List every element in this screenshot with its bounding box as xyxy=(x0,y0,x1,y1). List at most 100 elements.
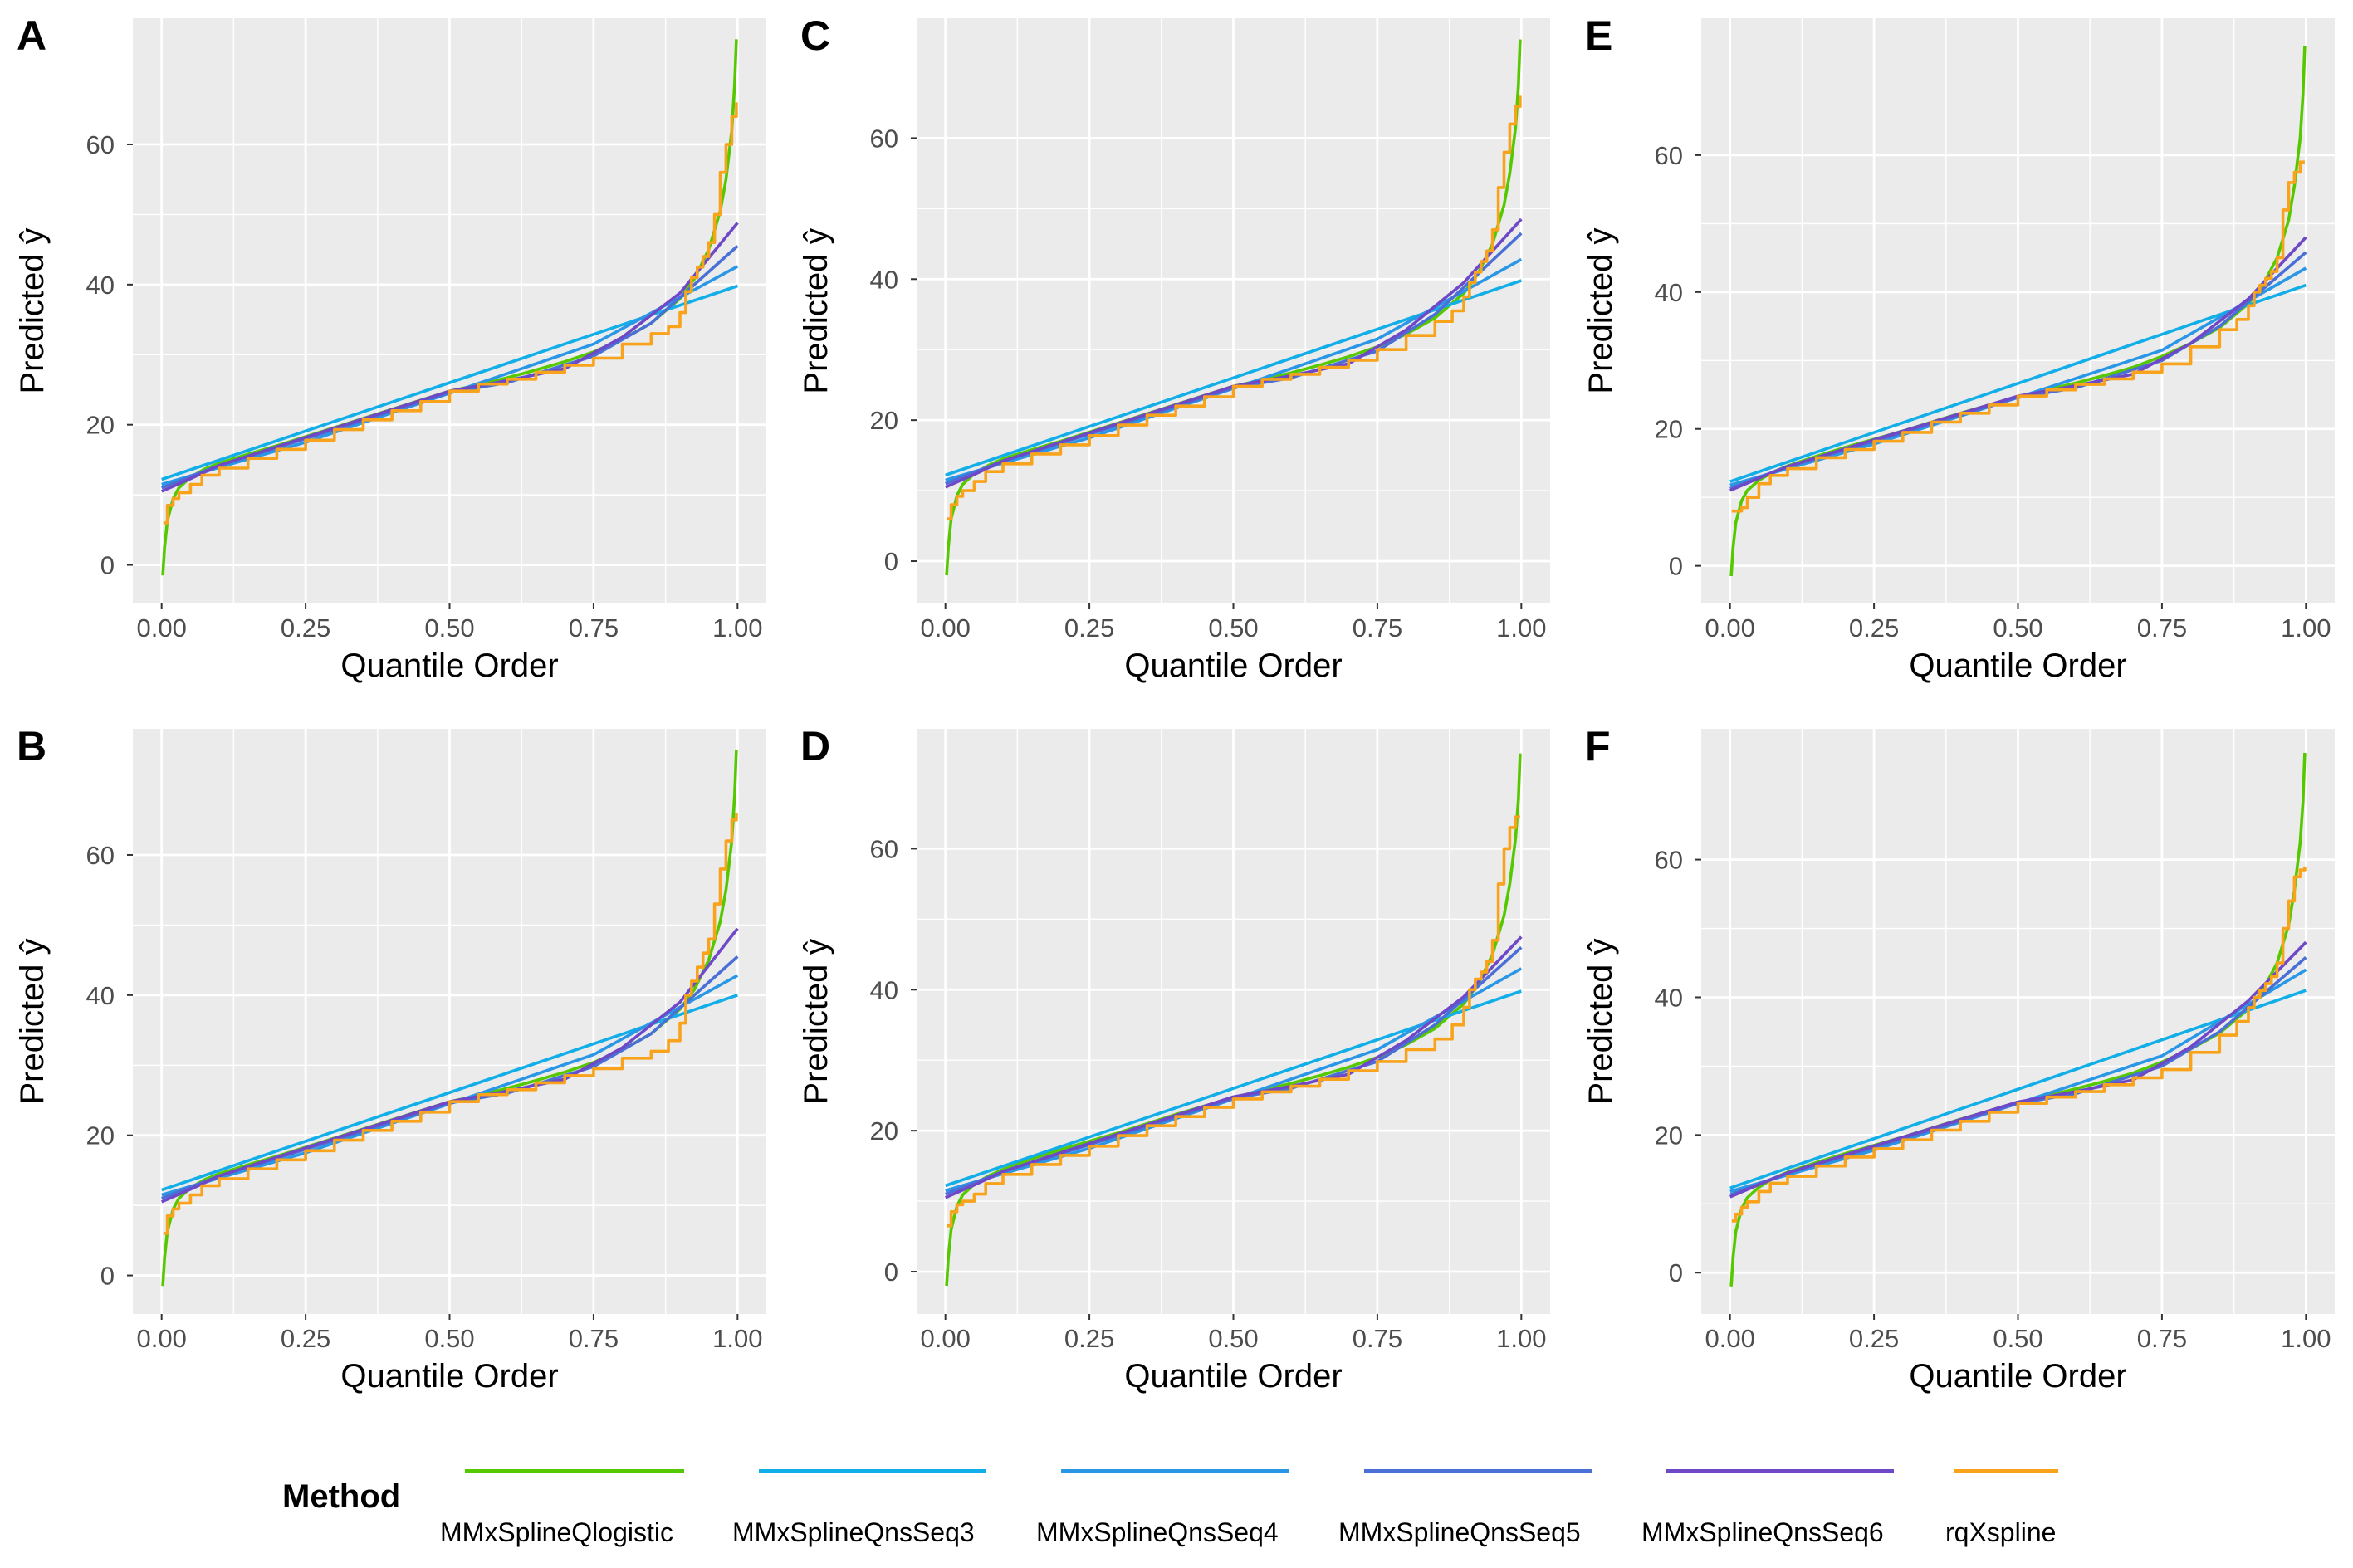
series-line-mmxsplineqnsseq3 xyxy=(1729,283,2307,483)
x-tick-label: 0.25 xyxy=(1849,1324,1899,1353)
y-tick-label: 40 xyxy=(86,271,115,300)
x-tick-label: 0.75 xyxy=(2137,613,2187,642)
y-tick-label: 0 xyxy=(1669,552,1683,581)
y-tick-label: 60 xyxy=(1655,141,1683,170)
x-tick-label: 1.00 xyxy=(2281,1324,2331,1353)
y-axis-title: Predicted ŷ xyxy=(1583,227,1619,393)
y-axis-title: Predicted ŷ xyxy=(1583,938,1619,1104)
x-axis-title: Quantile Order xyxy=(1124,647,1342,684)
legend: Method MMxSplineQlogistic MMxSplineQnsSeq3… xyxy=(282,1469,2058,1547)
legend-label: MMxSplineQnsSeq5 xyxy=(1338,1517,1581,1547)
legend-entry: MMxSplineQnsSeq5 xyxy=(1338,1469,1592,1547)
panel-c: 0.00 0.25 0.50 0.75 1.00 0 20 40 60 Quantile Orde… xyxy=(798,12,1550,684)
x-tick-label: 0.50 xyxy=(424,1324,474,1353)
legend-entry: rqXspline xyxy=(1945,1469,2058,1547)
legend-entry: MMxSplineQnsSeq4 xyxy=(1036,1469,1289,1547)
y-tick-label: 20 xyxy=(1655,415,1683,444)
y-tick-label: 20 xyxy=(86,1121,115,1150)
x-tick-label: 0.25 xyxy=(1064,1324,1114,1353)
panel-letter: F xyxy=(1585,723,1611,769)
legend-label: MMxSplineQnsSeq3 xyxy=(732,1517,975,1547)
x-axis-title: Quantile Order xyxy=(1909,1358,2126,1395)
legend-entry: MMxSplineQnsSeq6 xyxy=(1641,1469,1894,1547)
y-tick-label: 60 xyxy=(86,841,115,870)
x-tick-label: 0.00 xyxy=(921,1324,971,1353)
x-tick-label: 0.75 xyxy=(1353,1324,1402,1353)
y-tick-label: 0 xyxy=(100,1262,115,1291)
legend-label: rqXspline xyxy=(1945,1517,2056,1547)
x-tick-label: 0.25 xyxy=(281,613,330,642)
series-line-rqxspline xyxy=(1731,866,2307,1223)
panel-b: 0.00 0.25 0.50 0.75 1.00 0 20 40 60 Quantile Orde… xyxy=(14,723,766,1395)
y-tick-label: 40 xyxy=(870,265,898,294)
panel-e: 0.00 0.25 0.50 0.75 1.00 0 20 40 60 Quantile Orde… xyxy=(1583,12,2335,684)
panel-letter: A xyxy=(17,12,46,59)
legend-entry: MMxSplineQlogistic xyxy=(440,1469,684,1547)
y-tick-label: 60 xyxy=(870,124,898,153)
x-tick-label: 1.00 xyxy=(2281,613,2331,642)
series-line-rqxspline xyxy=(1731,160,2305,513)
y-tick-label: 60 xyxy=(86,130,115,159)
y-axis-title: Predicted ŷ xyxy=(14,227,51,393)
x-tick-label: 0.25 xyxy=(1064,613,1114,642)
panel-a: 0.00 0.25 0.50 0.75 1.00 0 20 40 60 Quantile Orde… xyxy=(14,12,766,684)
series-line-mmxsplineqnsseq3 xyxy=(1729,989,2307,1189)
panel-d: 0.00 0.25 0.50 0.75 1.00 0 20 40 60 Quantile Orde… xyxy=(798,723,1550,1395)
y-tick-label: 60 xyxy=(1655,846,1683,875)
y-tick-label: 0 xyxy=(884,547,898,576)
x-axis-title: Quantile Order xyxy=(1909,647,2126,684)
x-tick-label: 0.50 xyxy=(1993,613,2042,642)
y-tick-label: 40 xyxy=(1655,983,1683,1012)
legend-label: MMxSplineQnsSeq6 xyxy=(1641,1517,1884,1547)
x-tick-label: 0.00 xyxy=(1705,1324,1755,1353)
x-tick-label: 0.75 xyxy=(2137,1324,2187,1353)
x-tick-label: 0.00 xyxy=(137,1324,187,1353)
y-tick-label: 60 xyxy=(870,834,898,863)
x-axis-title: Quantile Order xyxy=(340,1358,558,1395)
legend-label: MMxSplineQlogistic xyxy=(440,1517,673,1547)
legend-title: Method xyxy=(282,1478,400,1515)
y-tick-label: 0 xyxy=(884,1258,898,1287)
x-axis-title: Quantile Order xyxy=(1124,1358,1342,1395)
legend-entry: MMxSplineQnsSeq3 xyxy=(732,1469,986,1547)
y-tick-label: 20 xyxy=(1655,1121,1683,1150)
x-tick-label: 1.00 xyxy=(1496,613,1546,642)
panel-letter: D xyxy=(800,723,830,769)
legend-label: MMxSplineQnsSeq4 xyxy=(1036,1517,1279,1547)
x-tick-label: 0.00 xyxy=(921,613,971,642)
y-axis-title: Predicted ŷ xyxy=(798,938,834,1104)
x-tick-label: 0.50 xyxy=(1208,1324,1258,1353)
series-line-rqxspline xyxy=(947,815,1520,1228)
y-axis-title: Predicted ŷ xyxy=(14,938,51,1104)
panel-letter: C xyxy=(800,12,830,59)
y-tick-label: 20 xyxy=(870,1116,898,1145)
series-line-rqxspline xyxy=(163,102,738,525)
y-tick-label: 20 xyxy=(870,406,898,435)
x-tick-label: 1.00 xyxy=(712,1324,762,1353)
y-tick-label: 40 xyxy=(86,981,115,1010)
panel-f: 0.00 0.25 0.50 0.75 1.00 0 20 40 60 Quantile Orde… xyxy=(1583,723,2335,1395)
y-tick-label: 40 xyxy=(870,975,898,1004)
y-tick-label: 40 xyxy=(1655,278,1683,307)
series-line-rqxspline xyxy=(163,813,738,1235)
x-tick-label: 0.75 xyxy=(569,613,619,642)
y-tick-label: 0 xyxy=(1669,1258,1683,1287)
x-tick-label: 0.50 xyxy=(424,613,474,642)
x-tick-label: 0.25 xyxy=(1849,613,1899,642)
x-tick-label: 0.25 xyxy=(281,1324,330,1353)
x-tick-label: 0.75 xyxy=(1353,613,1402,642)
x-axis-title: Quantile Order xyxy=(340,647,558,684)
x-tick-label: 0.50 xyxy=(1208,613,1258,642)
x-tick-label: 0.00 xyxy=(1705,613,1755,642)
series-line-rqxspline xyxy=(947,95,1522,520)
panel-letter: E xyxy=(1585,12,1612,59)
x-tick-label: 1.00 xyxy=(1496,1324,1546,1353)
x-tick-label: 0.50 xyxy=(1993,1324,2042,1353)
y-axis-title: Predicted ŷ xyxy=(798,227,834,393)
x-tick-label: 0.00 xyxy=(137,613,187,642)
panel-letter: B xyxy=(17,723,46,769)
y-tick-label: 20 xyxy=(86,411,115,440)
y-tick-label: 0 xyxy=(100,551,115,580)
x-tick-label: 1.00 xyxy=(712,613,762,642)
